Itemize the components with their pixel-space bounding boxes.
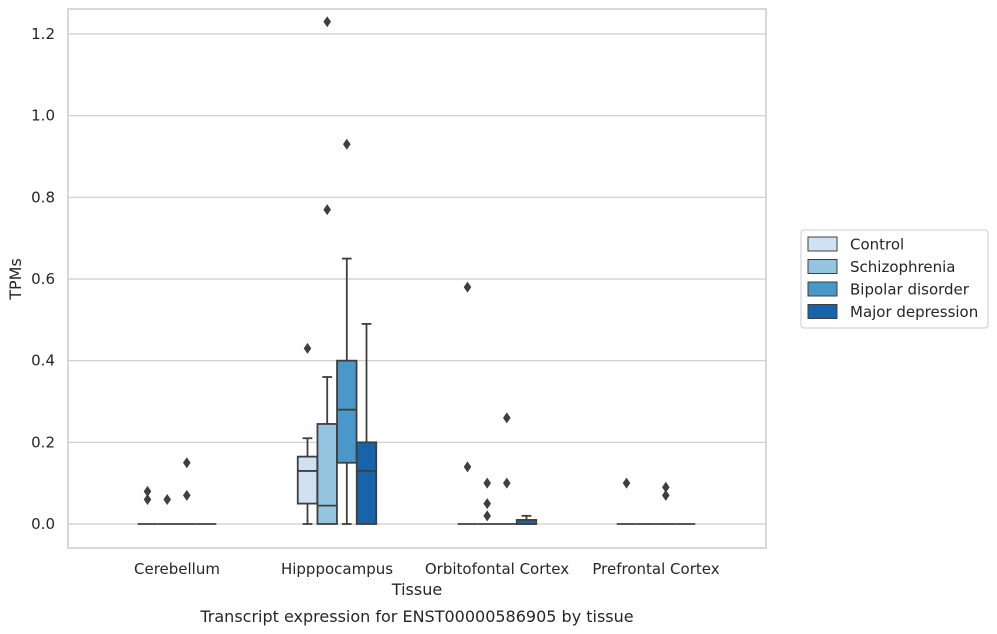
plot-area [137, 16, 696, 525]
y-tick-label: 0.8 [31, 188, 55, 206]
x-tick-label-cerebellum: Cerebellum [134, 560, 220, 578]
y-tick-label: 1.2 [31, 25, 55, 43]
y-tick-label: 0.4 [31, 352, 55, 370]
outlier-point [503, 412, 511, 424]
x-axis-ticks: Cerebellum Hipppocampus Orbitofontal Corte… [134, 560, 720, 578]
box-body [355, 441, 378, 525]
outlier-point [483, 498, 491, 510]
box-schizophrenia-cerebellum [157, 494, 177, 525]
legend-frame [800, 229, 989, 329]
outlier-point [163, 494, 171, 505]
y-tick-label: 0.0 [31, 515, 55, 533]
y-tick-label: 0.6 [31, 270, 55, 288]
legend-label-schizophrenia: Schizophrenia [850, 258, 955, 276]
legend: Control Schizophrenia Bipolar disorder Majo… [800, 229, 989, 329]
outlier-point [483, 477, 491, 489]
outlier-point [503, 477, 511, 489]
y-axis-ticks: 0.0 0.2 0.4 0.6 0.8 1.0 1.2 [31, 25, 55, 533]
outlier-point [323, 16, 331, 28]
legend-label-bipolar-disorder: Bipolar disorder [850, 281, 970, 299]
outlier-point [463, 281, 472, 293]
outlier-point [662, 481, 670, 493]
y-axis-label: TPMs [6, 258, 25, 301]
box-major-depression-orbitofontal-cortex [515, 514, 538, 525]
x-axis-label: Tissue [391, 580, 442, 599]
box-control-orbitofontal-cortex [457, 281, 478, 525]
outlier-point [662, 489, 670, 501]
plot-frame [67, 8, 767, 549]
box-bipolar-disorder-hipppocampus [336, 138, 358, 525]
x-tick-label-orbitofontal-cortex: Orbitofontal Cortex [425, 560, 569, 578]
box-bipolar-disorder-cerebellum [177, 457, 197, 525]
outlier-point [303, 342, 312, 354]
outlier-point [343, 138, 351, 150]
box-major-depression-hipppocampus [355, 323, 378, 525]
box-body [296, 455, 319, 505]
outlier-point [323, 204, 331, 216]
x-tick-label-prefrontal-cortex: Prefrontal Cortex [592, 560, 719, 578]
box-bipolar-disorder-orbitofontal-cortex [497, 412, 517, 525]
grid-lines [68, 33, 766, 525]
box-control-prefrontal-cortex [616, 477, 637, 525]
outlier-point [143, 485, 152, 497]
outlier-point [463, 461, 472, 473]
legend-swatch-bipolar-disorder [807, 281, 838, 297]
legend-swatch-control [807, 236, 838, 252]
box-schizophrenia-hipppocampus [316, 16, 338, 525]
legend-label-control: Control [850, 236, 904, 254]
box-body [336, 359, 358, 464]
box-control-cerebellum [137, 485, 158, 525]
y-tick-label: 0.2 [31, 433, 55, 451]
outlier-point [183, 457, 191, 469]
chart-caption: Transcript expression for ENST0000058690… [199, 607, 633, 626]
outlier-point [183, 489, 191, 501]
legend-swatch-schizophrenia [807, 259, 838, 274]
outlier-point [622, 477, 631, 489]
legend-label-major-depression: Major depression [850, 303, 978, 321]
legend-swatch-major-depression [807, 304, 838, 319]
box-body [316, 423, 338, 525]
outlier-point [143, 494, 152, 505]
box-schizophrenia-orbitofontal-cortex [477, 477, 497, 525]
box-bipolar-disorder-prefrontal-cortex [656, 481, 676, 525]
y-tick-label: 1.0 [31, 107, 55, 125]
box-control-hipppocampus [296, 342, 319, 525]
outlier-point [483, 510, 491, 522]
x-tick-label-hipppocampus: Hipppocampus [281, 560, 393, 578]
